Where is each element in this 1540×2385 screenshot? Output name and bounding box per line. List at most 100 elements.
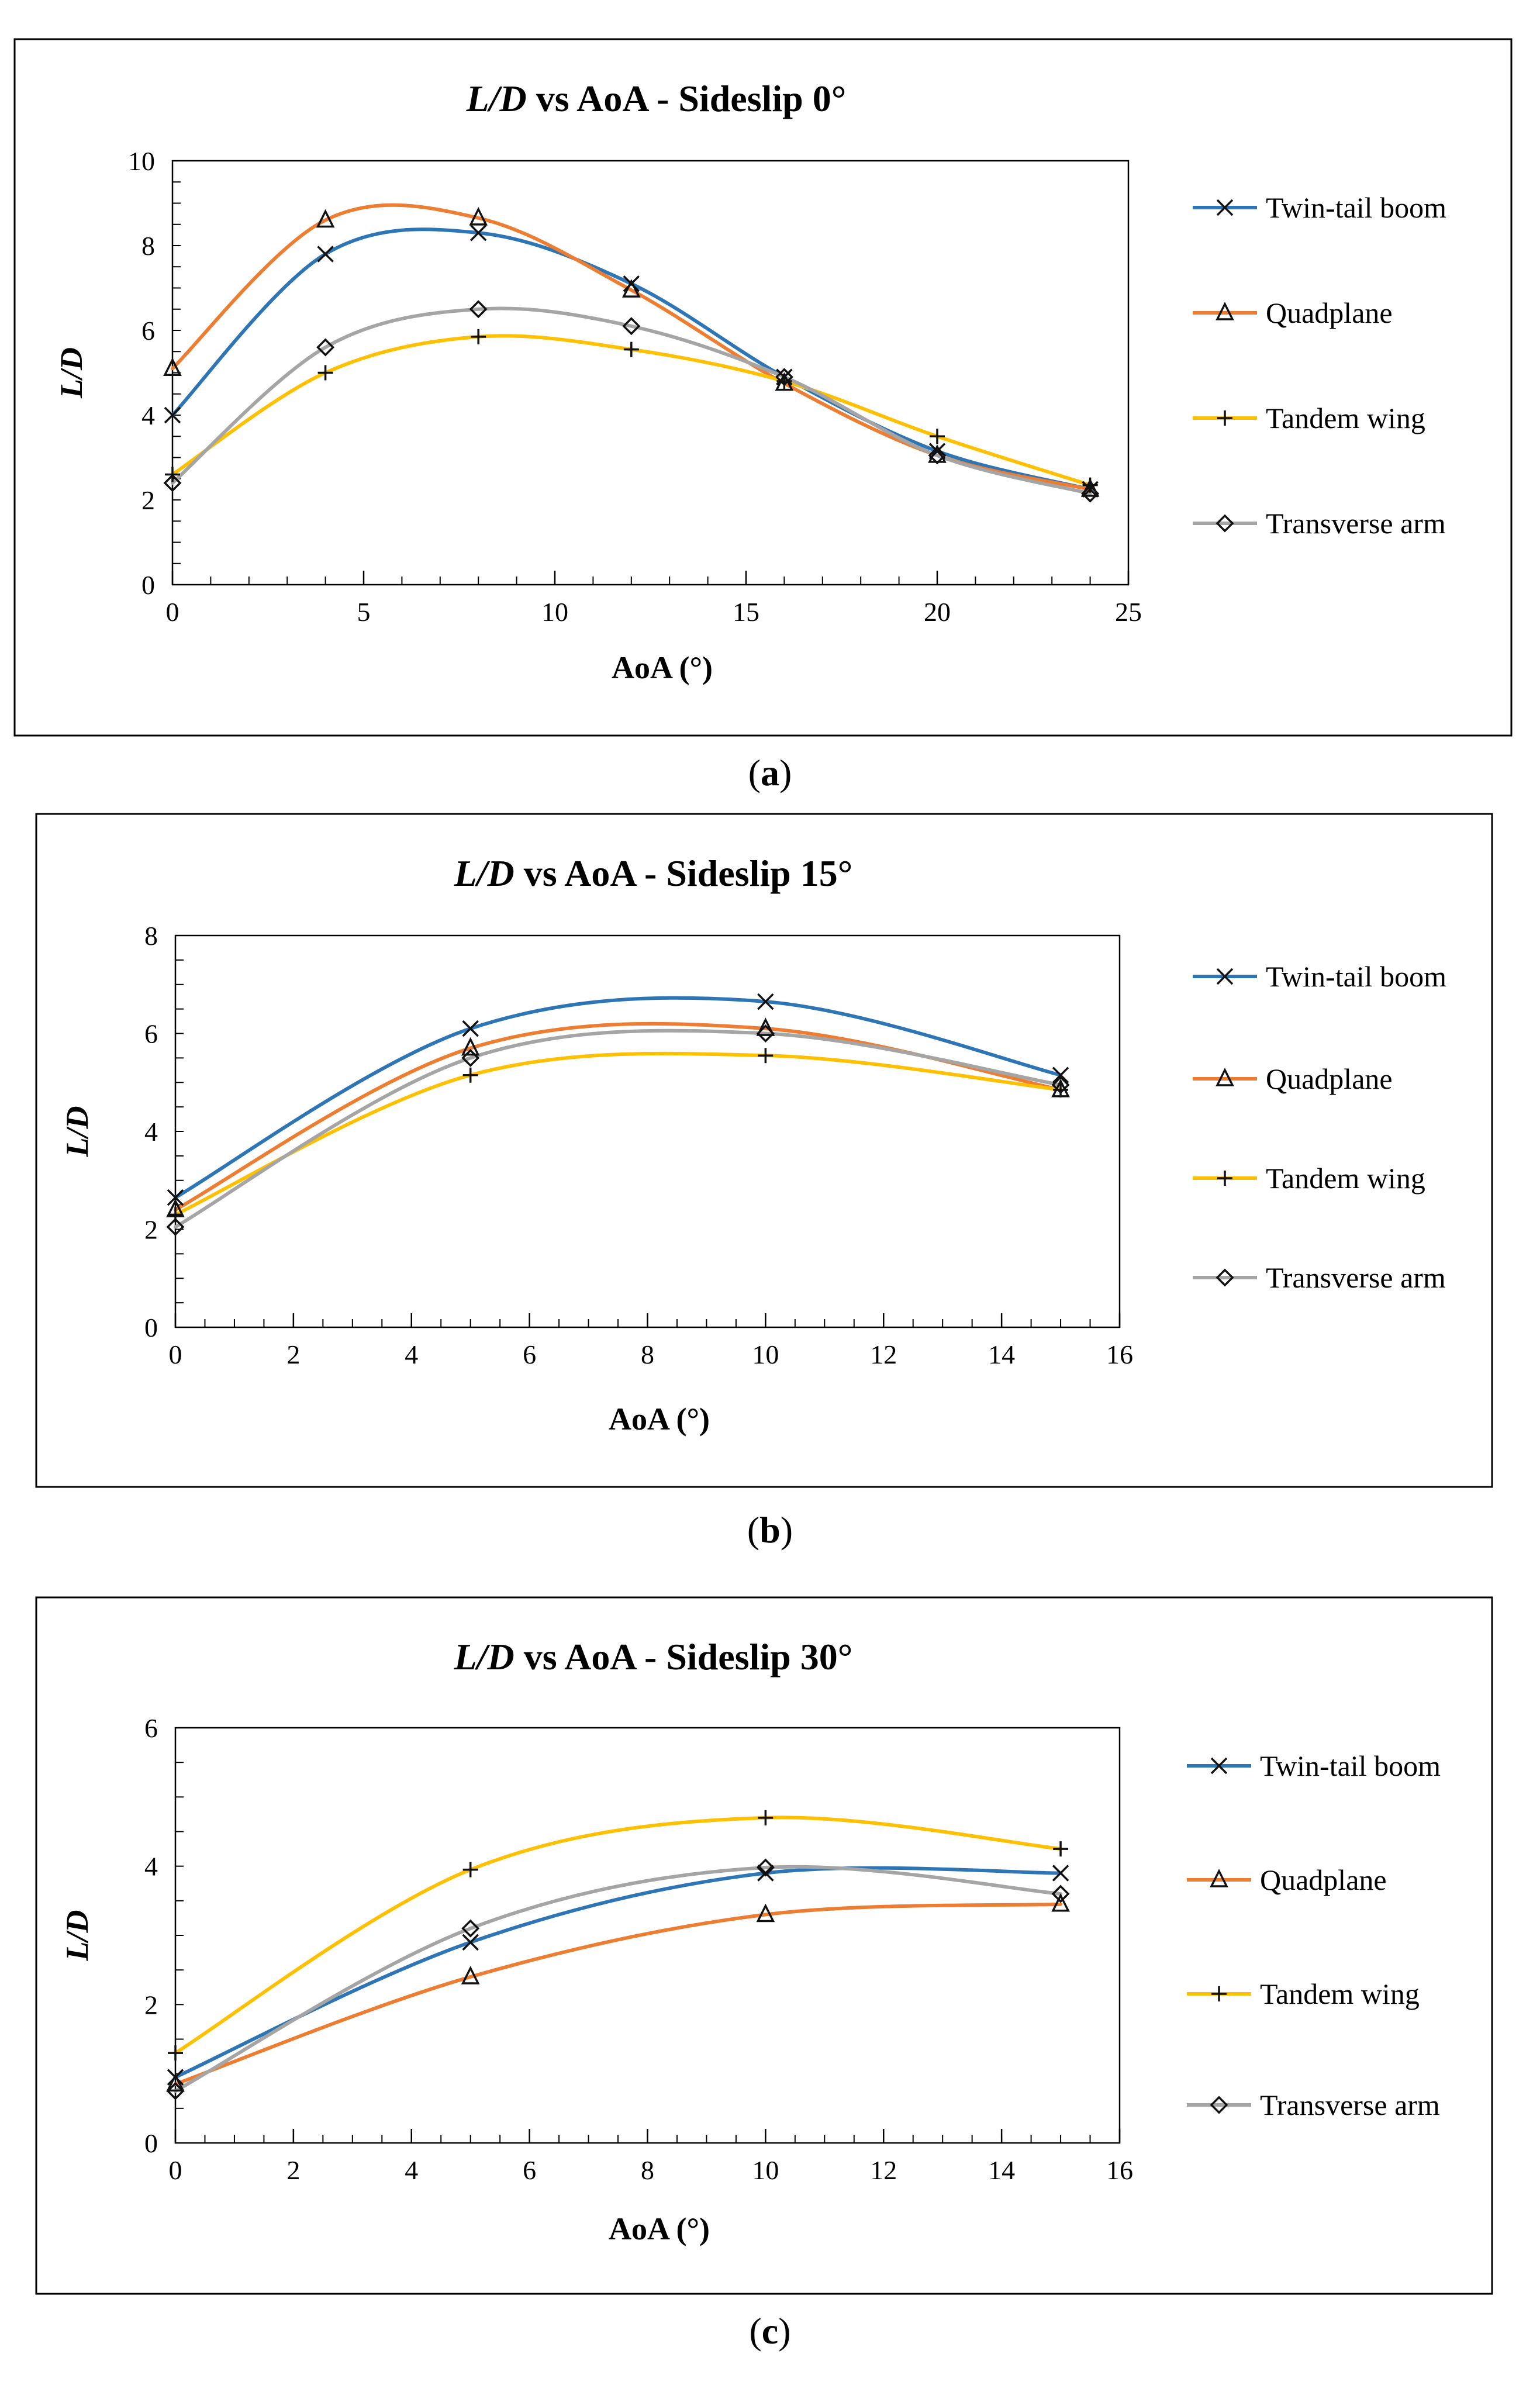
- chart-frame-a: [13, 38, 1513, 737]
- series-line-transverse-arm: [174, 1028, 1063, 1229]
- series-points-twin-tail-boom: [167, 993, 1069, 1206]
- x-tick-label: 0: [166, 597, 179, 627]
- data-point: [1053, 1082, 1069, 1097]
- x-tick-label: 8: [641, 1340, 654, 1369]
- chart-title-a: L/D vs AoA - Sideslip 0°: [466, 78, 847, 119]
- data-point: [168, 2045, 183, 2061]
- y-axis-label: L/D: [60, 1106, 95, 1158]
- legend-marker: [1217, 410, 1232, 426]
- data-point: [1052, 1066, 1069, 1083]
- legend-item-tandem-wing: Tandem wing: [1193, 402, 1425, 434]
- data-point: [756, 1017, 775, 1036]
- x-tick-label: 25: [1115, 597, 1142, 627]
- series-points-transverse-arm: [166, 1858, 1070, 2100]
- data-point: [462, 1067, 478, 1083]
- x-tick-label: 16: [1106, 2155, 1133, 2185]
- caption-c: (c): [749, 2310, 791, 2352]
- data-point: [1053, 1841, 1069, 1857]
- series-points-twin-tail-boom: [164, 225, 1099, 498]
- legend-item-tandem-wing: Tandem wing: [1187, 1977, 1420, 2010]
- x-tick-label: 6: [523, 1340, 536, 1369]
- x-tick-label: 15: [733, 597, 759, 627]
- y-axis-label: L/D: [60, 1910, 95, 1962]
- data-point: [166, 1217, 185, 1236]
- series-line-twin-tail-boom: [174, 996, 1063, 1200]
- x-tick-label: 10: [752, 2155, 779, 2185]
- legend-item-quadplane: Quadplane: [1187, 1863, 1387, 1896]
- legend-marker: [1216, 968, 1234, 985]
- chart-title-rest: vs AoA - Sideslip 30°: [515, 1636, 853, 1678]
- chart-frame-c: [35, 1596, 1493, 2295]
- y-tick-label: 6: [144, 1713, 158, 1743]
- chart-svg-b: L/D vs AoA - Sideslip 15° 0 2 4 6 8 10 12 14 16 0 2…: [35, 813, 1493, 1488]
- x-tick-label: 0: [169, 1340, 182, 1369]
- data-point: [317, 365, 333, 381]
- y-tick-label: 6: [144, 1019, 158, 1049]
- caption-b: (b): [747, 1509, 793, 1551]
- y-tick-label: 4: [144, 1852, 158, 1882]
- series-points-transverse-arm: [163, 300, 1100, 503]
- data-point: [930, 429, 945, 444]
- data-point: [317, 246, 334, 263]
- data-point: [462, 1020, 479, 1037]
- caption-a: (a): [748, 752, 792, 793]
- legend-item-transverse-arm: Transverse arm: [1193, 1261, 1446, 1294]
- data-point: [1081, 484, 1100, 503]
- data-point: [775, 368, 793, 386]
- legend-label: Tandem wing: [1266, 402, 1425, 434]
- legend-marker: [1216, 302, 1234, 320]
- legend-item-quadplane: Quadplane: [1193, 296, 1393, 329]
- data-point: [1051, 1075, 1070, 1094]
- series-line-transverse-arm: [174, 1865, 1063, 2093]
- legend-marker: [1216, 514, 1234, 533]
- data-point: [166, 2073, 185, 2092]
- x-tick-label: 14: [988, 2155, 1015, 2185]
- y-tick-label: 10: [128, 146, 155, 176]
- legend-marker: [1210, 2096, 1228, 2114]
- y-tick-label: 8: [144, 921, 158, 951]
- legend-marker: [1210, 1869, 1228, 1887]
- data-point: [621, 279, 641, 298]
- legend-item-twin-tail-boom: Twin-tail boom: [1193, 191, 1446, 224]
- series-line-tandem-wing: [174, 1816, 1063, 2055]
- x-tick-label: 16: [1106, 1340, 1133, 1369]
- x-tick-label: 8: [641, 2155, 654, 2185]
- legend-label: Quadplane: [1266, 1062, 1393, 1095]
- x-axis-label: AoA (°): [609, 1402, 710, 1437]
- data-point: [756, 1858, 775, 1877]
- x-tick-label: 6: [523, 2155, 536, 2185]
- data-point: [1051, 1893, 1070, 1912]
- data-point: [461, 1919, 480, 1938]
- data-point: [622, 317, 641, 336]
- series-line-quadplane: [174, 1902, 1063, 2086]
- data-point: [1080, 478, 1100, 497]
- data-point: [1052, 1865, 1069, 1882]
- data-point: [758, 1810, 774, 1825]
- data-point: [756, 1024, 775, 1043]
- legend-label: Transverse arm: [1260, 2089, 1440, 2121]
- data-point: [469, 300, 488, 319]
- data-point: [461, 1966, 480, 1984]
- data-point: [469, 225, 487, 241]
- legend-label: Transverse arm: [1266, 507, 1446, 540]
- series-points-twin-tail-boom: [167, 1865, 1069, 2086]
- data-point: [461, 1037, 480, 1056]
- series-points-tandem-wing: [168, 1048, 1069, 1223]
- chart-title-rest: vs AoA - Sideslip 15°: [515, 852, 853, 894]
- legend-label: Quadplane: [1260, 1863, 1387, 1896]
- data-point: [928, 446, 947, 465]
- y-tick-label: 2: [141, 485, 155, 515]
- legend-item-transverse-arm: Transverse arm: [1193, 507, 1446, 540]
- data-point: [758, 1048, 774, 1064]
- legend-label: Twin-tail boom: [1266, 960, 1446, 993]
- legend-marker: [1216, 1268, 1234, 1287]
- data-point: [471, 329, 486, 344]
- chart-title-italic: L/D: [454, 852, 515, 894]
- data-point: [164, 406, 181, 424]
- x-tick-label: 4: [405, 1340, 418, 1369]
- data-point: [469, 206, 488, 226]
- series-points-transverse-arm: [166, 1024, 1070, 1236]
- legend-item-transverse-arm: Transverse arm: [1187, 2089, 1440, 2121]
- x-axis-label: AoA (°): [609, 2211, 710, 2246]
- series-points-quadplane: [166, 1893, 1070, 2092]
